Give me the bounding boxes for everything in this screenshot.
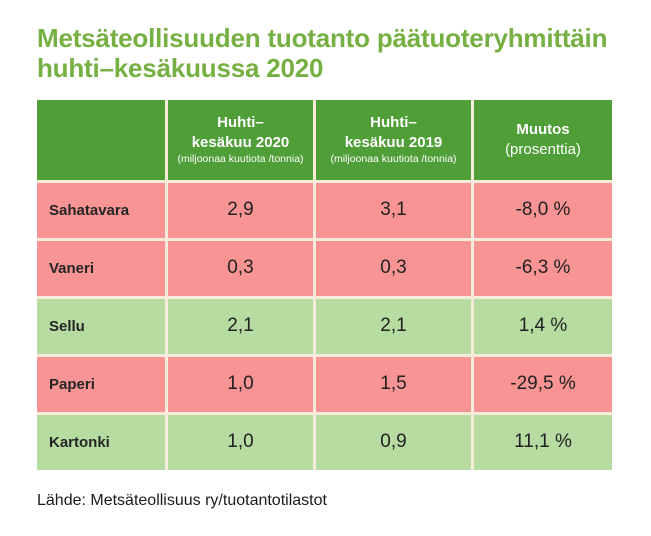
header-cell-2020: Huhti– kesäkuu 2020 (miljoonaa kuutiota … <box>168 99 313 180</box>
change-cell: -29,5 % <box>474 356 612 412</box>
header-2019-unit: (miljoonaa kuutiota /tonnia) <box>330 153 457 166</box>
value-2020-cell: 1,0 <box>168 414 313 470</box>
header-2020-line1: Huhti– <box>217 114 264 132</box>
value-2019-cell: 1,5 <box>316 356 471 412</box>
value-2019-cell: 0,9 <box>316 414 471 470</box>
header-2019-line1: Huhti– <box>370 114 417 132</box>
row-label-cell: Paperi <box>37 356 165 412</box>
header-change-line2: (prosenttia) <box>505 140 581 158</box>
row-label-cell: Kartonki <box>37 414 165 470</box>
header-2020-unit: (miljoonaa kuutiota /tonnia) <box>177 153 304 166</box>
value-2020-cell: 2,9 <box>168 182 313 238</box>
value-2020-cell: 2,1 <box>168 298 313 354</box>
row-label-cell: Vaneri <box>37 240 165 296</box>
value-2020-cell: 1,0 <box>168 356 313 412</box>
page-title: Metsäteollisuuden tuotanto päätuoteryhmi… <box>37 23 614 84</box>
source-note: Lähde: Metsäteollisuus ry/tuotantotilast… <box>37 491 327 509</box>
change-cell: -6,3 % <box>474 240 612 296</box>
value-2019-cell: 3,1 <box>316 182 471 238</box>
change-cell: 1,4 % <box>474 298 612 354</box>
value-2019-cell: 0,3 <box>316 240 471 296</box>
header-cell-blank <box>37 99 165 180</box>
slide: Metsäteollisuuden tuotanto päätuoteryhmi… <box>37 23 614 509</box>
change-cell: -8,0 % <box>474 182 612 238</box>
row-label-cell: Sahatavara <box>37 182 165 238</box>
row-label-cell: Sellu <box>37 298 165 354</box>
change-cell: 11,1 % <box>474 414 612 470</box>
value-2020-cell: 0,3 <box>168 240 313 296</box>
header-cell-change: Muutos (prosenttia) <box>474 99 612 180</box>
page-title-line1: Metsäteollisuuden tuotanto päätuoteryhmi… <box>37 23 608 53</box>
production-table: Huhti– kesäkuu 2020 (miljoonaa kuutiota … <box>37 99 612 470</box>
header-2020-line2: kesäkuu 2020 <box>191 133 290 151</box>
header-2019-line2: kesäkuu 2019 <box>344 133 443 151</box>
value-2019-cell: 2,1 <box>316 298 471 354</box>
header-cell-2019: Huhti– kesäkuu 2019 (miljoonaa kuutiota … <box>316 99 471 180</box>
header-change-line1: Muutos <box>516 121 570 139</box>
page-title-line2: huhti–kesäkuussa 2020 <box>37 52 324 83</box>
